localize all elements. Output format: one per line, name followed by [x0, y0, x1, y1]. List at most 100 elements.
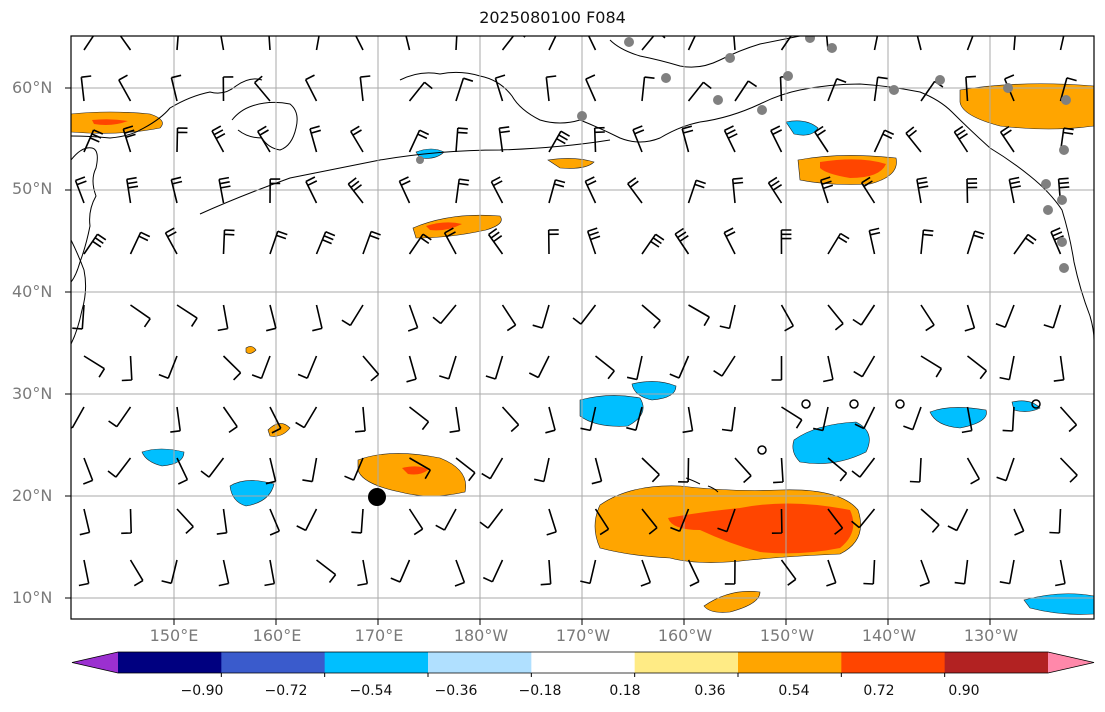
field-180-orange — [412, 214, 502, 239]
wind-barb — [780, 229, 792, 255]
wind-barb — [118, 74, 132, 102]
field-cyan-3 — [792, 421, 870, 464]
wind-barb — [814, 125, 829, 153]
wind-barb — [407, 304, 419, 332]
wind-barb — [767, 176, 783, 204]
wind-barb — [490, 176, 504, 204]
wind-barb — [999, 355, 1015, 381]
wind-barb — [1059, 36, 1065, 51]
wind-barb — [176, 457, 189, 485]
field-cyan-8 — [1023, 593, 1094, 615]
field-cyan-10 — [1011, 400, 1041, 412]
wind-barb — [717, 508, 736, 533]
station-dot — [1059, 263, 1069, 273]
wind-barb — [823, 355, 834, 383]
wind-barb — [688, 304, 710, 327]
wind-barb — [721, 406, 736, 432]
wind-barb — [355, 36, 364, 51]
wind-barb — [501, 304, 517, 332]
wind-barb — [919, 559, 931, 587]
colorbar-tick-label: −0.36 — [434, 683, 478, 699]
wind-barb — [827, 232, 850, 255]
wind-barb — [83, 233, 107, 255]
lon-label-160e: 160°E — [252, 626, 302, 645]
station-dot — [725, 53, 735, 63]
station-dot — [935, 75, 945, 85]
wind-barb — [632, 125, 645, 153]
wind-barb — [479, 508, 504, 529]
wind-barbs — [71, 36, 1078, 587]
wind-barb — [640, 559, 652, 587]
wind-barb — [304, 74, 318, 102]
graticule — [71, 36, 1094, 619]
wind-barb — [780, 304, 794, 332]
wind-barb — [826, 559, 837, 587]
wind-barb — [501, 406, 520, 433]
wind-barb — [312, 304, 323, 332]
field-se-red — [668, 503, 854, 554]
wind-barb — [1059, 406, 1078, 433]
wind-barb — [731, 177, 744, 204]
wind-barb — [1043, 304, 1062, 329]
field-shading — [71, 83, 1094, 615]
field-south-orange — [703, 591, 761, 613]
wind-barb — [641, 76, 655, 102]
wind-barb — [176, 36, 179, 51]
station-dot — [713, 95, 723, 105]
colorbar-extend-high — [1048, 652, 1094, 673]
wind-barb — [218, 176, 231, 204]
wind-barb — [966, 230, 985, 255]
wind-barb — [347, 177, 364, 204]
wind-barb — [723, 227, 736, 255]
wind-barb — [269, 230, 288, 255]
wind-barb — [487, 228, 504, 255]
lon-label-140w: 140°W — [861, 626, 917, 645]
wind-barb — [687, 36, 696, 51]
wind-barb — [920, 304, 935, 332]
wind-barb — [176, 304, 198, 327]
wind-barb — [641, 457, 660, 483]
wind-barb — [996, 457, 1015, 482]
wind-barb — [309, 125, 322, 153]
station-dot — [1043, 205, 1053, 215]
wind-barb — [265, 457, 277, 485]
wind-barb — [580, 406, 597, 432]
colorbar-tick-label: 0.72 — [863, 683, 895, 699]
wind-barb — [83, 355, 106, 378]
wind-barb — [161, 559, 178, 585]
lat-label-20n: 20°N — [12, 486, 53, 505]
wind-barb — [863, 559, 876, 585]
wind-barb — [439, 355, 457, 380]
colorbar-segment — [221, 652, 326, 673]
station-dot — [577, 111, 587, 121]
wind-barb — [129, 559, 144, 587]
wind-barb — [316, 559, 337, 583]
wind-barb — [264, 559, 276, 587]
wind-barb — [351, 508, 364, 534]
wind-barb — [302, 457, 318, 483]
wind-barb — [390, 559, 411, 583]
station-dot — [827, 43, 837, 53]
lat-label-40n: 40°N — [12, 282, 53, 301]
wind-barb — [528, 355, 550, 379]
wind-barb — [852, 304, 876, 326]
coastlines — [71, 36, 1094, 493]
wind-barb — [315, 36, 320, 51]
wind-barb — [170, 176, 183, 204]
wind-barb — [626, 355, 643, 381]
wind-barb — [129, 231, 151, 255]
wind-barb — [546, 508, 557, 536]
wind-barb — [362, 230, 381, 255]
wind-barb — [455, 457, 476, 482]
calm-marker — [1031, 399, 1041, 409]
wind-barb — [126, 176, 139, 204]
wind-barb — [1059, 457, 1078, 483]
station-dot — [1061, 95, 1071, 105]
wind-barb — [995, 304, 1015, 329]
wind-barb — [296, 508, 318, 532]
wind-barb — [584, 176, 597, 204]
wind-barb — [909, 457, 922, 483]
wind-barb — [200, 457, 225, 478]
wind-barb — [999, 559, 1015, 585]
wind-barb — [220, 36, 225, 51]
